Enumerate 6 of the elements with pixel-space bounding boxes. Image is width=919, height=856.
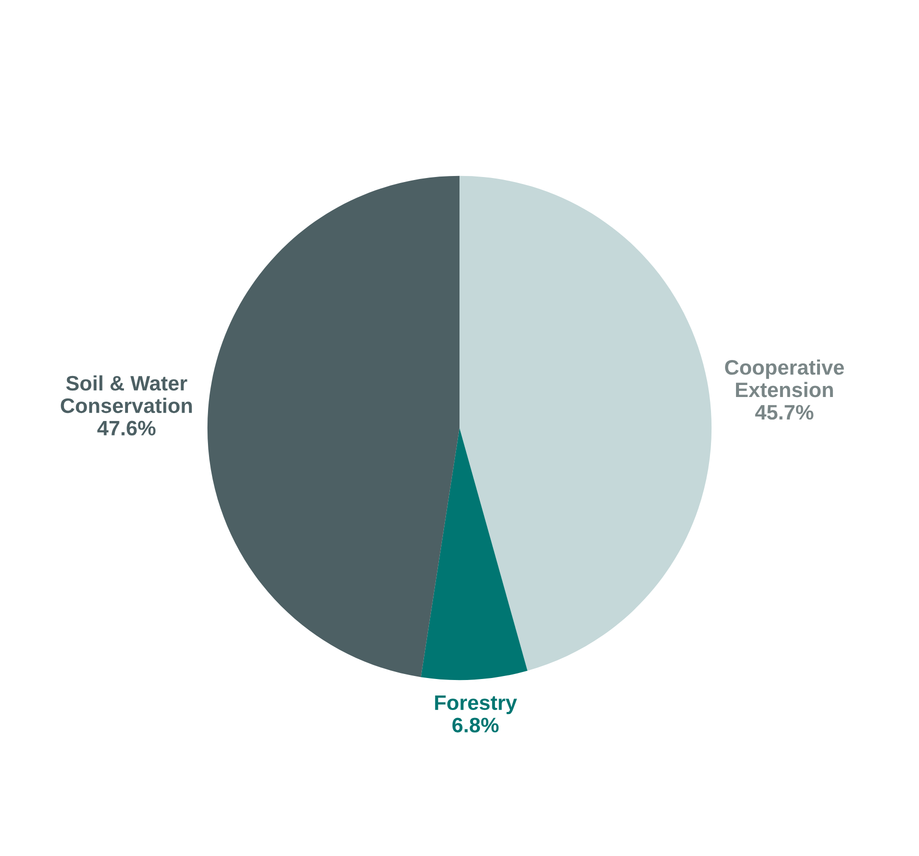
- data-label: 47.6%: [97, 420, 156, 436]
- data-label: 6.8%: [452, 718, 499, 732]
- data-label: 45.7%: [755, 404, 814, 420]
- slice-label: Cooperative Extension: [725, 359, 844, 398]
- slice-label: Forestry: [435, 695, 517, 714]
- slice-label: Soil & Water Conservation: [60, 375, 192, 414]
